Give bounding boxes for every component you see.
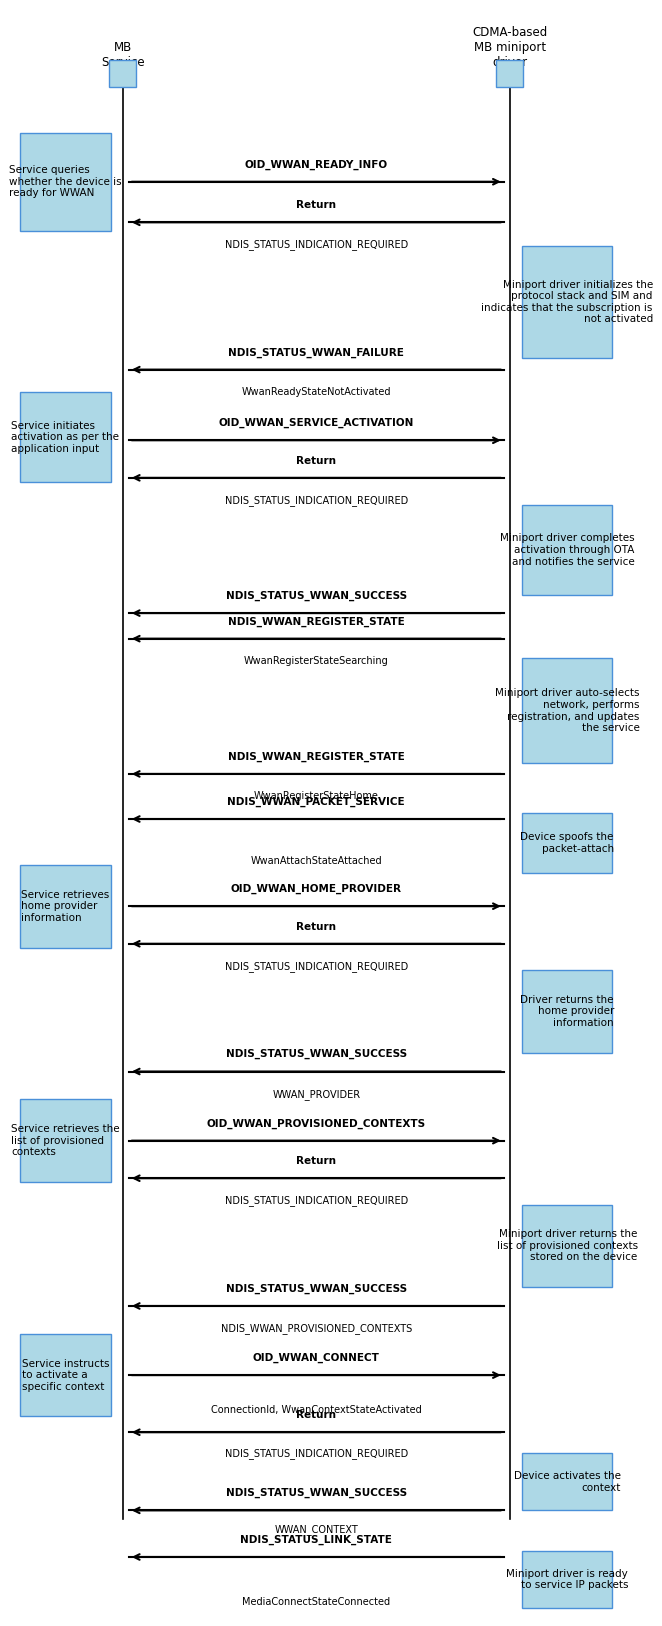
Text: WwanRegisterStateHome: WwanRegisterStateHome [254,792,379,802]
Text: WWAN_CONTEXT: WWAN_CONTEXT [275,1525,358,1535]
Text: Return: Return [297,1410,336,1419]
FancyBboxPatch shape [496,60,524,88]
Text: NDIS_STATUS_INDICATION_REQUIRED: NDIS_STATUS_INDICATION_REQUIRED [224,1195,408,1206]
Text: OID_WWAN_CONNECT: OID_WWAN_CONNECT [253,1353,380,1363]
Text: Miniport driver completes
activation through OTA
and notifies the service: Miniport driver completes activation thr… [500,533,634,566]
Text: NDIS_STATUS_WWAN_SUCCESS: NDIS_STATUS_WWAN_SUCCESS [226,1283,407,1294]
FancyBboxPatch shape [20,133,111,231]
Text: WwanRegisterStateSearching: WwanRegisterStateSearching [244,657,389,667]
Text: Driver returns the
home provider
information: Driver returns the home provider informa… [520,995,614,1028]
FancyBboxPatch shape [522,1551,612,1608]
Text: Miniport driver is ready
to service IP packets: Miniport driver is ready to service IP p… [506,1569,628,1590]
FancyBboxPatch shape [20,1333,111,1416]
Text: Return: Return [297,922,336,932]
Text: OID_WWAN_READY_INFO: OID_WWAN_READY_INFO [245,159,388,169]
FancyBboxPatch shape [522,659,612,763]
Text: WwanAttachStateAttached: WwanAttachStateAttached [250,857,382,867]
Text: Service queries
whether the device is
ready for WWAN: Service queries whether the device is re… [9,166,122,198]
Text: Service retrieves
home provider
information: Service retrieves home provider informat… [21,889,110,924]
FancyBboxPatch shape [522,971,612,1052]
FancyBboxPatch shape [522,506,612,595]
Text: NDIS_STATUS_LINK_STATE: NDIS_STATUS_LINK_STATE [240,1535,393,1545]
FancyBboxPatch shape [109,60,136,88]
Text: WWAN_PROVIDER: WWAN_PROVIDER [272,1088,360,1099]
FancyBboxPatch shape [20,1099,111,1182]
Text: OID_WWAN_SERVICE_ACTIVATION: OID_WWAN_SERVICE_ACTIVATION [218,418,414,428]
Text: ConnectionId, WwanContextStateActivated: ConnectionId, WwanContextStateActivated [211,1405,422,1415]
Text: NDIS_STATUS_INDICATION_REQUIRED: NDIS_STATUS_INDICATION_REQUIRED [224,961,408,972]
Text: MediaConnectStateConnected: MediaConnectStateConnected [242,1597,391,1606]
Text: NDIS_STATUS_WWAN_SUCCESS: NDIS_STATUS_WWAN_SUCCESS [226,1488,407,1499]
Text: NDIS_WWAN_REGISTER_STATE: NDIS_WWAN_REGISTER_STATE [228,616,404,626]
Text: NDIS_WWAN_REGISTER_STATE: NDIS_WWAN_REGISTER_STATE [228,751,404,763]
Text: Miniport driver initializes the
protocol stack and SIM and
indicates that the su: Miniport driver initializes the protocol… [481,280,653,324]
Text: Miniport driver auto-selects
network, performs
registration, and updates
the ser: Miniport driver auto-selects network, pe… [495,688,639,733]
Text: Device spoofs the
packet-attach: Device spoofs the packet-attach [520,833,614,854]
Text: Return: Return [297,455,336,465]
Text: NDIS_STATUS_INDICATION_REQUIRED: NDIS_STATUS_INDICATION_REQUIRED [224,494,408,506]
Text: NDIS_STATUS_INDICATION_REQUIRED: NDIS_STATUS_INDICATION_REQUIRED [224,239,408,250]
FancyBboxPatch shape [20,392,111,483]
Text: CDMA-based
MB miniport
driver: CDMA-based MB miniport driver [472,26,547,68]
Text: Return: Return [297,200,336,210]
Text: Device activates the
context: Device activates the context [514,1472,621,1493]
Text: NDIS_WWAN_PROVISIONED_CONTEXTS: NDIS_WWAN_PROVISIONED_CONTEXTS [220,1324,412,1333]
Text: OID_WWAN_HOME_PROVIDER: OID_WWAN_HOME_PROVIDER [231,885,402,894]
Text: WwanReadyStateNotActivated: WwanReadyStateNotActivated [242,387,391,397]
FancyBboxPatch shape [522,813,612,873]
Text: MB
Service: MB Service [101,41,145,68]
Text: Service retrieves the
list of provisioned
contexts: Service retrieves the list of provisione… [11,1124,120,1158]
Text: NDIS_WWAN_PACKET_SERVICE: NDIS_WWAN_PACKET_SERVICE [228,797,405,806]
Text: OID_WWAN_PROVISIONED_CONTEXTS: OID_WWAN_PROVISIONED_CONTEXTS [207,1119,426,1128]
Text: Miniport driver returns the
list of provisioned contexts
stored on the device: Miniport driver returns the list of prov… [496,1229,638,1262]
Text: NDIS_STATUS_WWAN_FAILURE: NDIS_STATUS_WWAN_FAILURE [228,348,404,358]
Text: Return: Return [297,1156,336,1166]
FancyBboxPatch shape [20,865,111,948]
Text: NDIS_STATUS_WWAN_SUCCESS: NDIS_STATUS_WWAN_SUCCESS [226,1049,407,1060]
Text: Service initiates
activation as per the
application input: Service initiates activation as per the … [11,421,119,454]
Text: NDIS_STATUS_WWAN_SUCCESS: NDIS_STATUS_WWAN_SUCCESS [226,590,407,602]
FancyBboxPatch shape [522,1454,612,1511]
FancyBboxPatch shape [522,246,612,358]
Text: NDIS_STATUS_INDICATION_REQUIRED: NDIS_STATUS_INDICATION_REQUIRED [224,1447,408,1459]
Text: Service instructs
to activate a
specific context: Service instructs to activate a specific… [22,1358,109,1392]
FancyBboxPatch shape [522,1205,612,1288]
